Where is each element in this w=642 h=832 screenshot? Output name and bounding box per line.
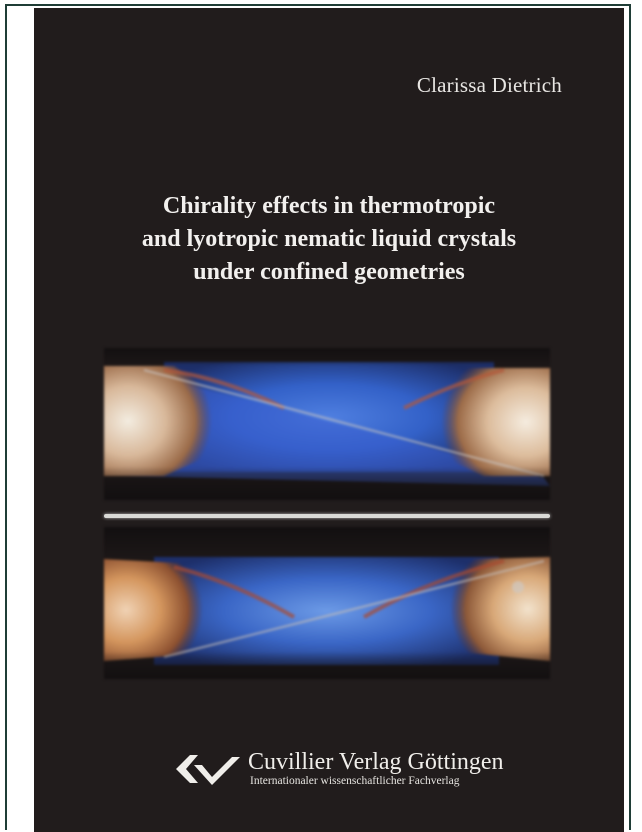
cuvillier-logo-icon (176, 755, 240, 785)
publisher-subtitle: Internationaler wissenschaftlicher Fachv… (250, 775, 460, 787)
micrograph-bottom (104, 527, 550, 679)
book-title: Chirality effects in thermotropic and ly… (34, 190, 624, 289)
image-divider (104, 514, 550, 518)
author-name: Clarissa Dietrich (416, 73, 562, 97)
title-line-2: and lyotropic nematic liquid crystals (141, 226, 517, 252)
publisher-block: Cuvillier Verlag Göttingen International… (172, 749, 562, 791)
publisher-name: Cuvillier Verlag Göttingen (248, 749, 504, 775)
title-line-1: Chirality effects in thermotropic (162, 193, 496, 219)
book-cover: Clarissa Dietrich Chirality effects in t… (34, 8, 624, 832)
micrograph-top (104, 348, 550, 500)
title-line-3: under confined geometries (193, 259, 465, 285)
